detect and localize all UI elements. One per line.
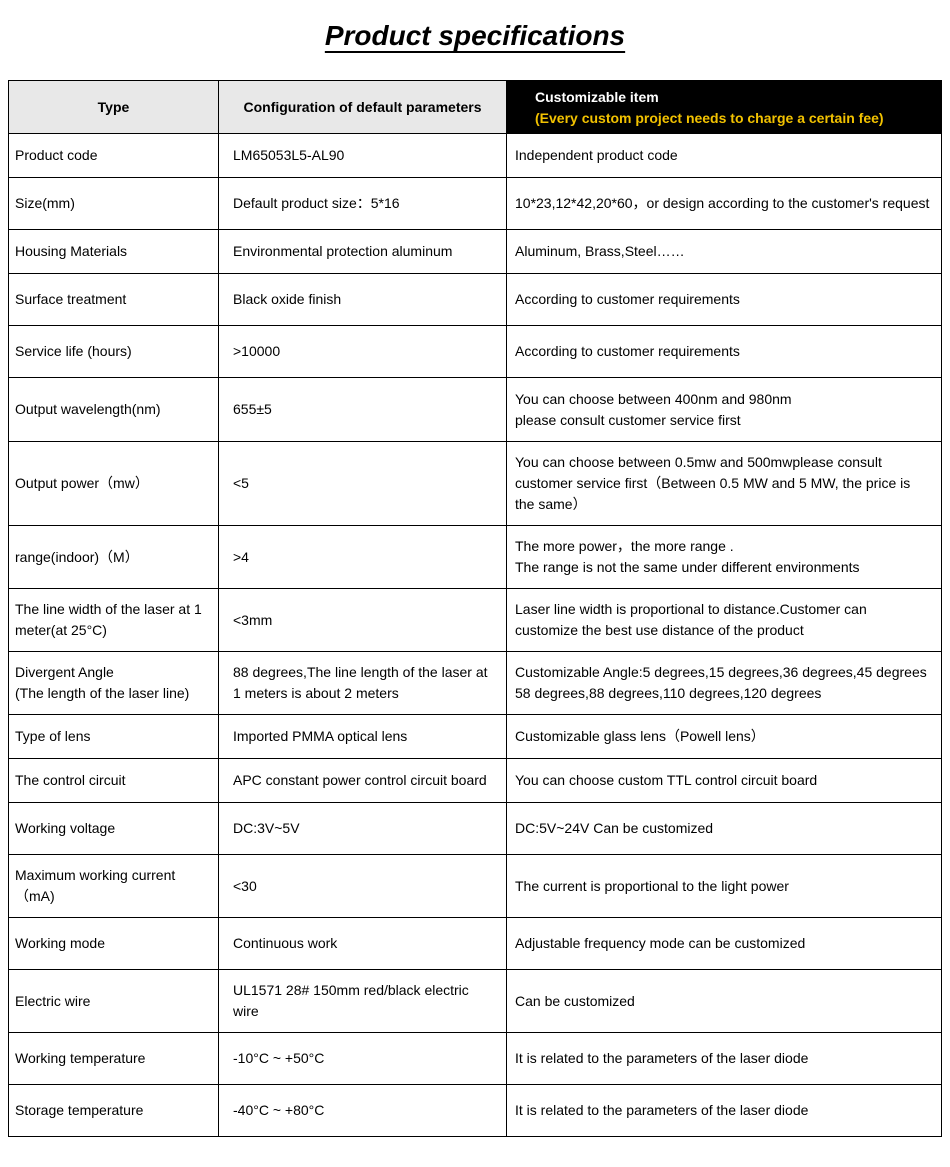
cell-config: <3mm bbox=[219, 589, 507, 652]
cell-config: <5 bbox=[219, 442, 507, 526]
cell-type: Size(mm) bbox=[9, 178, 219, 230]
cell-type: Output wavelength(nm) bbox=[9, 378, 219, 442]
header-type: Type bbox=[9, 81, 219, 134]
table-row: range(indoor)（M）>4The more power，the mor… bbox=[9, 526, 942, 589]
cell-type: Output power（mw） bbox=[9, 442, 219, 526]
cell-type: Storage temperature bbox=[9, 1085, 219, 1137]
table-row: The control circuitAPC constant power co… bbox=[9, 759, 942, 803]
page-title: Product specifications bbox=[8, 20, 942, 52]
table-row: Surface treatmentBlack oxide finishAccor… bbox=[9, 274, 942, 326]
cell-custom: The current is proportional to the light… bbox=[507, 855, 942, 918]
header-config: Configuration of default parameters bbox=[219, 81, 507, 134]
cell-config: Black oxide finish bbox=[219, 274, 507, 326]
table-row: The line width of the laser at 1 meter(a… bbox=[9, 589, 942, 652]
cell-type: Divergent Angle (The length of the laser… bbox=[9, 652, 219, 715]
cell-config: DC:3V~5V bbox=[219, 803, 507, 855]
spec-table: Type Configuration of default parameters… bbox=[8, 80, 942, 1137]
cell-custom: According to customer requirements bbox=[507, 274, 942, 326]
cell-type: Type of lens bbox=[9, 715, 219, 759]
cell-custom: According to customer requirements bbox=[507, 326, 942, 378]
table-row: Maximum working current（mA)<30The curren… bbox=[9, 855, 942, 918]
cell-config: Environmental protection aluminum bbox=[219, 230, 507, 274]
cell-type: Housing Materials bbox=[9, 230, 219, 274]
table-row: Product codeLM65053L5-AL90Independent pr… bbox=[9, 134, 942, 178]
table-row: Output wavelength(nm)655±5You can choose… bbox=[9, 378, 942, 442]
table-row: Storage temperature-40°C ~ +80°CIt is re… bbox=[9, 1085, 942, 1137]
cell-type: Electric wire bbox=[9, 970, 219, 1033]
table-row: Size(mm)Default product size：5*1610*23,1… bbox=[9, 178, 942, 230]
cell-type: Service life (hours) bbox=[9, 326, 219, 378]
cell-custom: 10*23,12*42,20*60，or design according to… bbox=[507, 178, 942, 230]
cell-config: APC constant power control circuit board bbox=[219, 759, 507, 803]
table-row: Divergent Angle (The length of the laser… bbox=[9, 652, 942, 715]
table-row: Service life (hours)>10000According to c… bbox=[9, 326, 942, 378]
cell-type: The control circuit bbox=[9, 759, 219, 803]
cell-type: Working mode bbox=[9, 918, 219, 970]
cell-custom: It is related to the parameters of the l… bbox=[507, 1033, 942, 1085]
cell-custom: It is related to the parameters of the l… bbox=[507, 1085, 942, 1137]
cell-custom: Independent product code bbox=[507, 134, 942, 178]
cell-config: Imported PMMA optical lens bbox=[219, 715, 507, 759]
cell-custom: Laser line width is proportional to dist… bbox=[507, 589, 942, 652]
cell-config: >4 bbox=[219, 526, 507, 589]
cell-custom: You can choose between 400nm and 980nm p… bbox=[507, 378, 942, 442]
cell-custom: Customizable glass lens（Powell lens） bbox=[507, 715, 942, 759]
cell-custom: You can choose between 0.5mw and 500mwpl… bbox=[507, 442, 942, 526]
cell-config: UL1571 28# 150mm red/black electric wire bbox=[219, 970, 507, 1033]
cell-type: Surface treatment bbox=[9, 274, 219, 326]
table-row: Working modeContinuous workAdjustable fr… bbox=[9, 918, 942, 970]
cell-custom: Adjustable frequency mode can be customi… bbox=[507, 918, 942, 970]
cell-type: The line width of the laser at 1 meter(a… bbox=[9, 589, 219, 652]
cell-type: range(indoor)（M） bbox=[9, 526, 219, 589]
cell-custom: Can be customized bbox=[507, 970, 942, 1033]
cell-config: 88 degrees,The line length of the laser … bbox=[219, 652, 507, 715]
cell-type: Maximum working current（mA) bbox=[9, 855, 219, 918]
table-row: Output power（mw）<5You can choose between… bbox=[9, 442, 942, 526]
cell-config: Default product size：5*16 bbox=[219, 178, 507, 230]
cell-custom: Customizable Angle:5 degrees,15 degrees,… bbox=[507, 652, 942, 715]
header-custom-sub: (Every custom project needs to charge a … bbox=[535, 108, 933, 129]
cell-config: >10000 bbox=[219, 326, 507, 378]
table-header-row: Type Configuration of default parameters… bbox=[9, 81, 942, 134]
table-row: Working voltageDC:3V~5VDC:5V~24V Can be … bbox=[9, 803, 942, 855]
table-row: Housing MaterialsEnvironmental protectio… bbox=[9, 230, 942, 274]
cell-config: LM65053L5-AL90 bbox=[219, 134, 507, 178]
table-row: Type of lensImported PMMA optical lensCu… bbox=[9, 715, 942, 759]
cell-config: Continuous work bbox=[219, 918, 507, 970]
cell-type: Product code bbox=[9, 134, 219, 178]
cell-config: 655±5 bbox=[219, 378, 507, 442]
header-custom-title: Customizable item bbox=[535, 89, 659, 105]
cell-type: Working temperature bbox=[9, 1033, 219, 1085]
cell-custom: DC:5V~24V Can be customized bbox=[507, 803, 942, 855]
cell-config: -40°C ~ +80°C bbox=[219, 1085, 507, 1137]
table-row: Electric wireUL1571 28# 150mm red/black … bbox=[9, 970, 942, 1033]
table-row: Working temperature-10°C ~ +50°CIt is re… bbox=[9, 1033, 942, 1085]
cell-custom: Aluminum, Brass,Steel…… bbox=[507, 230, 942, 274]
header-custom: Customizable item (Every custom project … bbox=[507, 81, 942, 134]
cell-custom: You can choose custom TTL control circui… bbox=[507, 759, 942, 803]
cell-config: <30 bbox=[219, 855, 507, 918]
cell-custom: The more power，the more range . The rang… bbox=[507, 526, 942, 589]
cell-type: Working voltage bbox=[9, 803, 219, 855]
cell-config: -10°C ~ +50°C bbox=[219, 1033, 507, 1085]
